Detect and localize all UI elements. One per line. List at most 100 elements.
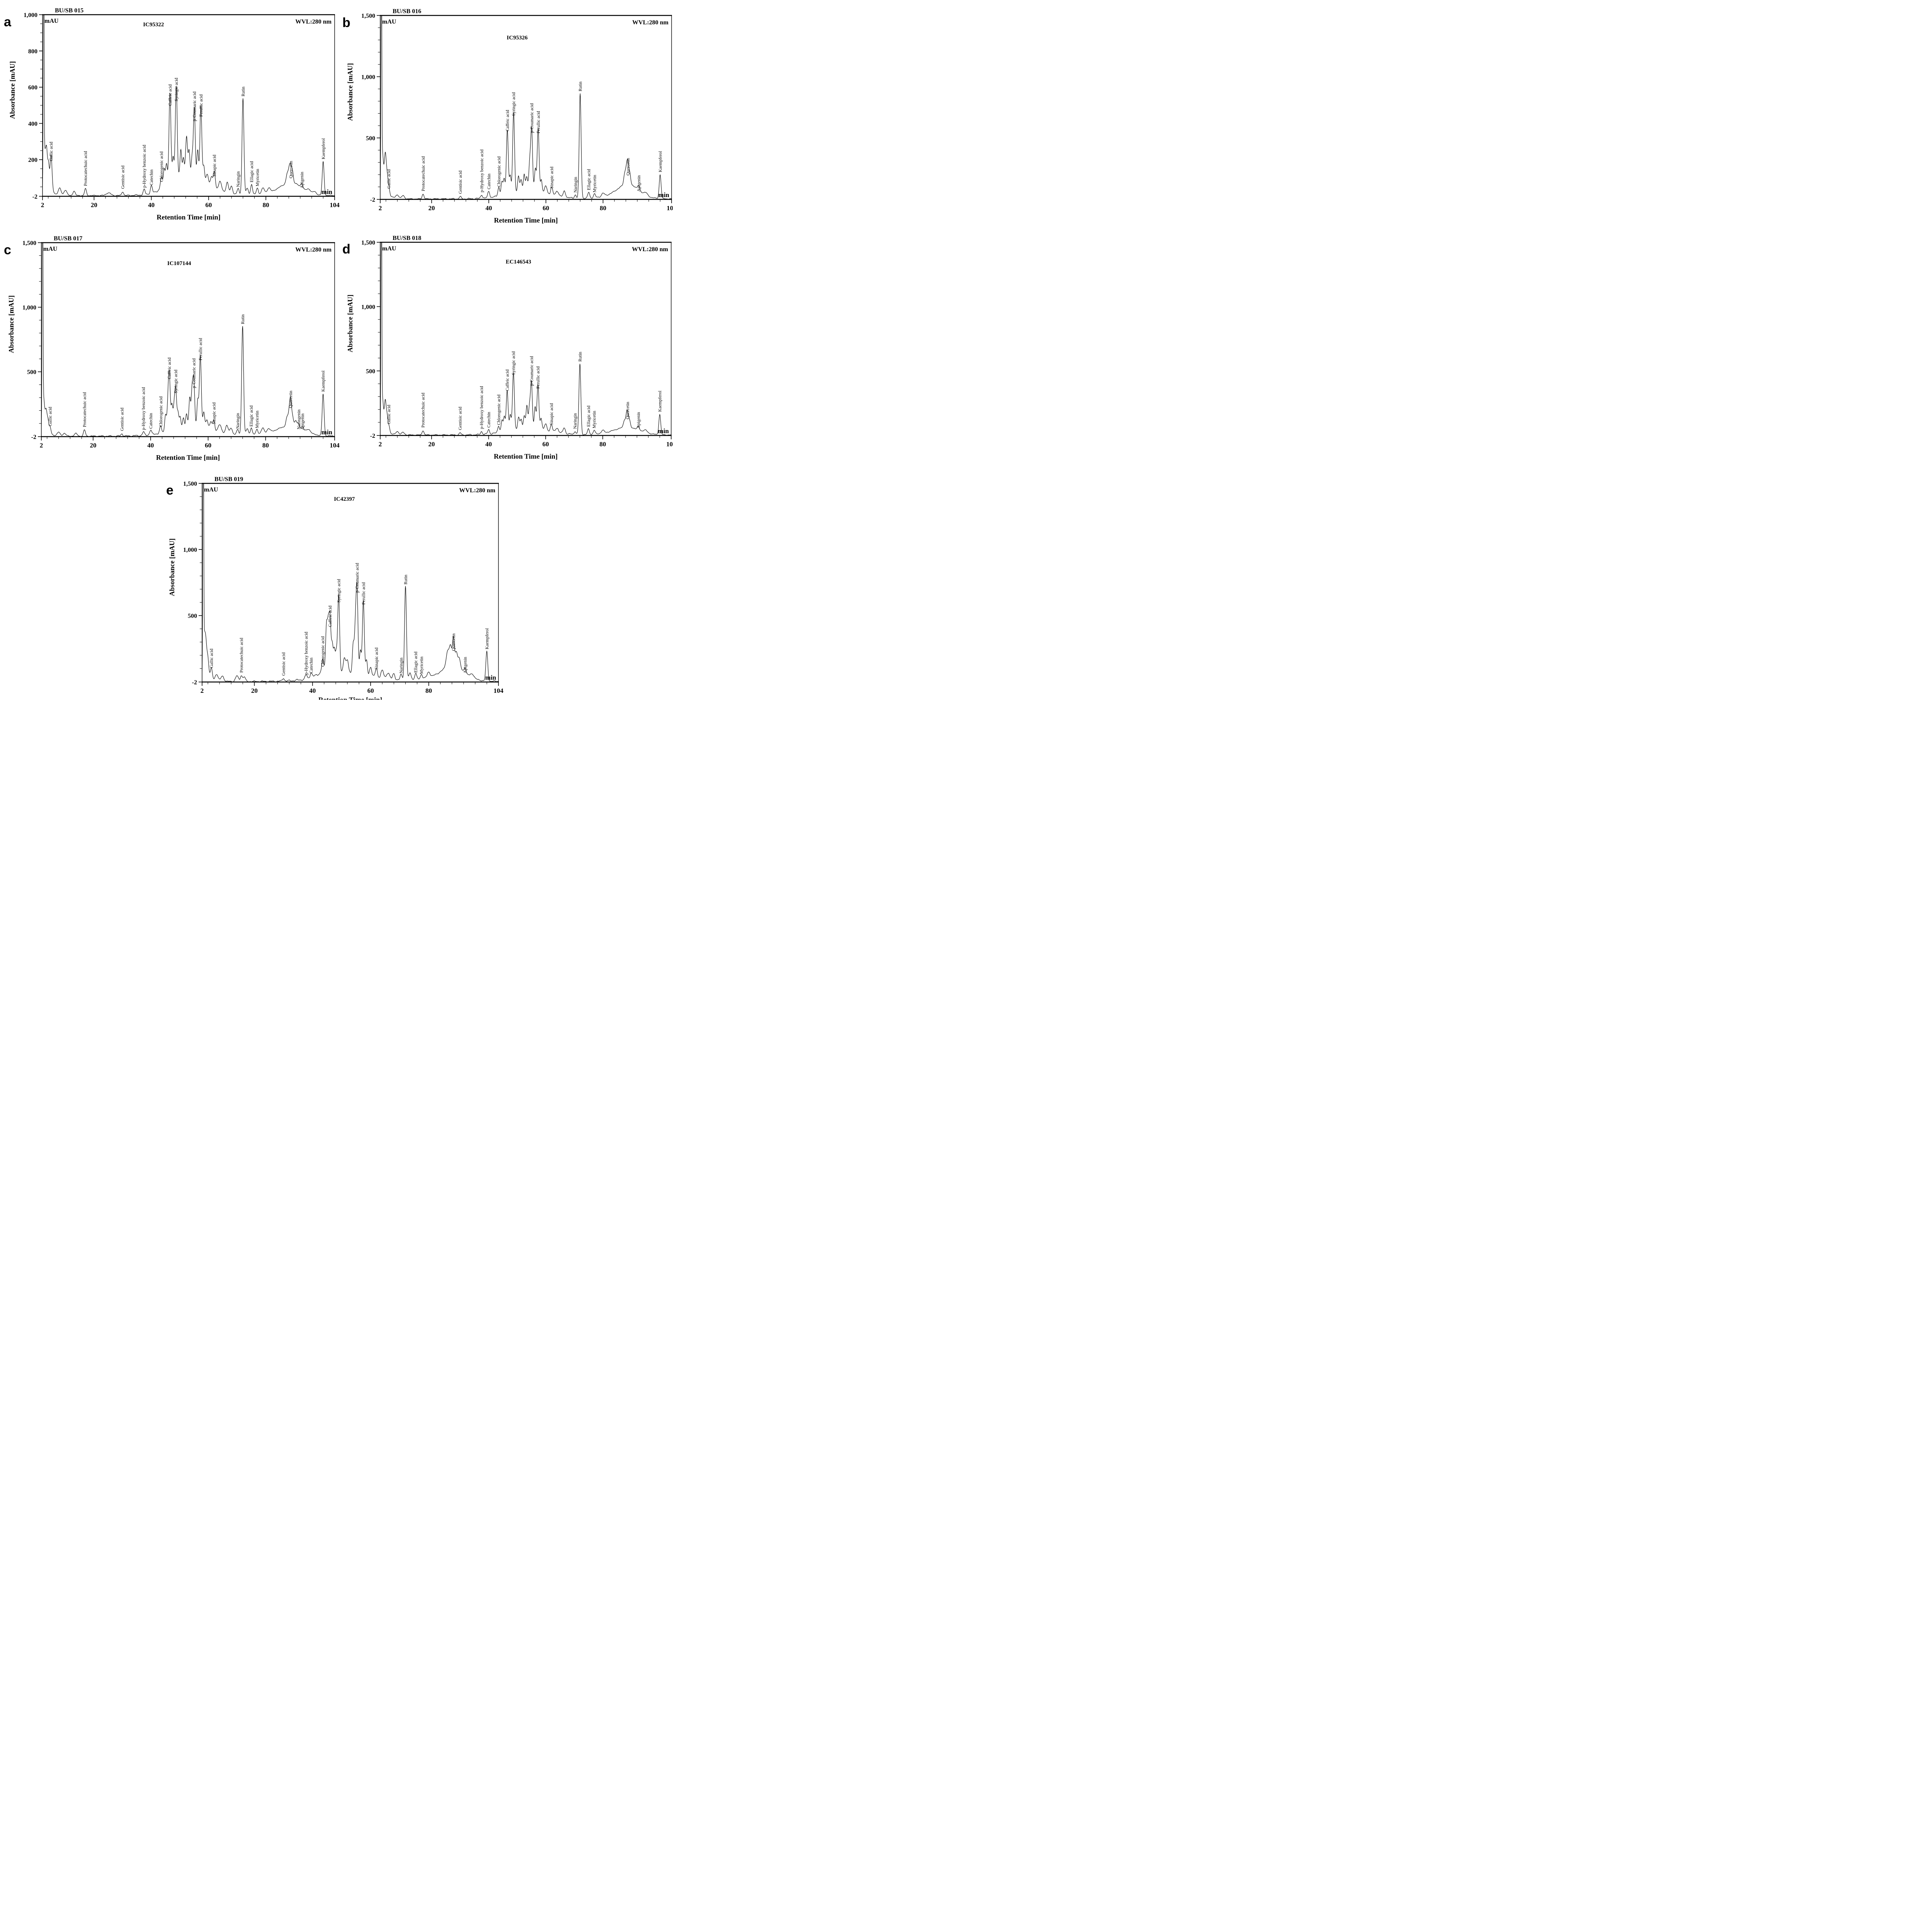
y-tick-label: 400: [28, 121, 37, 127]
peak-label-catechin: Catechin: [309, 658, 314, 673]
plot-frame: [380, 242, 672, 436]
x-unit-label: min: [658, 427, 669, 435]
detector-label: WVL:280 nm: [295, 19, 332, 25]
sample-code: BU/SB 016: [393, 8, 421, 15]
detector-label: WVL:280 nm: [632, 19, 668, 26]
y-tick-label: 600: [28, 85, 37, 91]
peak-label-caffeic-acid: Caffeic acid: [167, 357, 172, 379]
peak-label-quercetin: Quercetin: [289, 161, 294, 179]
x-tick-label: 104: [330, 442, 340, 449]
x-tick-label: 80: [425, 687, 432, 694]
y-tick-label: 1,000: [361, 304, 375, 310]
y-tick-label: 500: [366, 368, 375, 375]
peak-label-chlorogenic-acid: Chlorogenic acid: [321, 636, 325, 667]
peak-label-protocatechuic-acid: Protocatechuic acid: [83, 151, 88, 186]
figure-hplc-chromatograms: -2 200 400 600 800 1,000 2 20 40 60 80 104 Gallic ac…: [0, 0, 673, 700]
x-axis-title: Retention Time [min]: [156, 213, 220, 221]
y-tick-label: 500: [188, 613, 197, 619]
y-tick-label: -2: [370, 433, 375, 439]
peak-labels: Gallic acid Protocatechuic acid Gentisic a…: [387, 82, 663, 194]
peak-label-syringic-acid: Syringic acid: [512, 92, 516, 116]
peak-label-chlorogenic-acid: Chlorogenic acid: [497, 156, 502, 187]
peak-label-kaempferol: Kaempferol: [658, 151, 663, 172]
peak-label-p-coumaric-acid: p-Coumaric acid: [355, 563, 360, 593]
peak-label-rutin: Rutin: [578, 352, 583, 362]
x-tick-label: 104: [666, 440, 673, 448]
plot-frame: [380, 15, 672, 200]
y-axis-title: Absorbance [mAU]: [7, 295, 15, 353]
x-unit-label: min: [321, 429, 333, 436]
chromatogram-figure-canvas: -2 200 400 600 800 1,000 2 20 40 60 80 104 Gallic ac…: [4, 7, 673, 700]
x-axis-ticks: 2 20 40 60 80 104: [201, 682, 503, 694]
peak-label-ferullic-acid: Ferullic acid: [536, 111, 541, 133]
y-tick-label: 1,000: [361, 74, 375, 80]
y-tick-label: 800: [28, 48, 37, 55]
plot-frame: [202, 483, 499, 683]
peak-label-naringin: Naringin: [399, 657, 404, 673]
plot-frame: [41, 242, 335, 437]
panel-a: -2 200 400 600 800 1,000 2 20 40 60 80 104 Gallic ac…: [4, 7, 340, 221]
y-axis-title: Absorbance [mAU]: [9, 61, 16, 119]
x-tick-label: 40: [148, 201, 155, 209]
sample-code: BU/SB 019: [214, 476, 243, 483]
peak-labels: Gallic acid Protocatechuic acid Gentisic a…: [49, 78, 326, 189]
x-axis-title: Retention Time [min]: [494, 216, 558, 224]
peak-label-gallic-acid: Gallic acid: [387, 405, 391, 424]
peak-label-naringin: Naringin: [573, 413, 578, 429]
peak-label-ferullic-acid: Ferullic acid: [361, 582, 366, 605]
x-tick-label: 40: [147, 442, 154, 449]
y-axis-ticks: -2 500 1,000 1,500: [361, 13, 380, 203]
peak-label-gentisic-acid: Gentisic acid: [121, 165, 126, 189]
peak-label-gentisic-acid: Gentisic acid: [458, 406, 463, 430]
y-tick-label: 500: [27, 369, 36, 376]
peak-label-chlorogenic-acid: Chlorogenic acid: [160, 151, 164, 182]
peak-label-ferullic-acid: Ferullic acid: [536, 366, 541, 389]
peak-label-catechin: Catechin: [149, 413, 153, 429]
peak-label-kaempferol: Kaempferol: [658, 391, 662, 412]
peak-label-syringic-acid: Syringic acid: [337, 579, 341, 602]
y-tick-label: 1,500: [183, 481, 197, 487]
peak-label-sinapic-acid: Sinapic acid: [212, 402, 216, 424]
x-tick-label: 20: [251, 687, 258, 694]
x-tick-label: 104: [493, 687, 503, 694]
y-axis-title: Absorbance [mAU]: [346, 63, 354, 121]
peak-label-p-coumaric-acid: p-Coumaric acid: [529, 356, 534, 386]
peak-label-p-coumaric-acid: p-Coumaric acid: [192, 358, 196, 388]
peak-label-myricetin: Myricetin: [255, 169, 260, 187]
chromatogram-trace-b: [380, 15, 672, 200]
peak-labels: Gallic acid Protocatechuic acid Gentisic a…: [387, 351, 662, 430]
peak-label-gentisic-acid: Gentisic acid: [120, 408, 124, 431]
peak-label-sinapic-acid: Sinapic acid: [549, 403, 554, 425]
y-tick-label: 1,500: [361, 240, 375, 246]
peak-label-caffeic-acid: Caffeic acid: [328, 605, 333, 627]
sample-code: BU/SB 015: [55, 7, 83, 14]
peak-label-gallic-acid: Gallic acid: [48, 407, 53, 426]
peak-labels: Gallic acid Protocatechuic acid Gentisic a…: [209, 563, 490, 676]
peak-label-caffeic-acid: Caffeic acid: [505, 110, 510, 131]
x-unit-label: min: [321, 188, 333, 196]
y-unit-label: mAU: [382, 19, 396, 25]
peak-label-quercetin: Quercetin: [289, 391, 293, 408]
accession-id: IC107144: [167, 260, 191, 267]
peak-label-ferullic-acid: Ferullic acid: [199, 94, 204, 117]
y-axis-ticks: -2 500 1,000 1,500: [183, 481, 202, 686]
peak-label-p-hydroxy-benzoic-acid: p-Hydroxy benzoic acid: [141, 387, 146, 430]
peak-label-quercetin: Quercetin: [626, 401, 630, 419]
accession-id: IC95322: [143, 22, 164, 28]
y-unit-label: mAU: [44, 18, 59, 24]
peak-label-gallic-acid: Gallic acid: [209, 649, 214, 668]
peak-label-apigenin: Apigenin: [637, 175, 641, 192]
y-tick-label: -2: [31, 434, 36, 440]
peak-label-ellagic-acid: Ellagic acid: [587, 406, 591, 427]
x-tick-label: 104: [330, 201, 340, 209]
peak-label-catechin: Catechin: [150, 169, 154, 185]
x-axis-title: Retention Time [min]: [156, 454, 220, 461]
x-tick-label: 60: [543, 440, 549, 448]
x-tick-label: 80: [262, 442, 269, 449]
chromatogram-trace-a: [42, 14, 335, 197]
detector-label: WVL:280 nm: [295, 247, 332, 253]
y-tick-label: -2: [32, 194, 37, 200]
peak-label-gentisic-acid: Gentisic acid: [458, 170, 463, 194]
peak-label-ellagic-acid: Ellagic acid: [249, 405, 254, 427]
y-axis-title: Absorbance [mAU]: [346, 294, 354, 352]
